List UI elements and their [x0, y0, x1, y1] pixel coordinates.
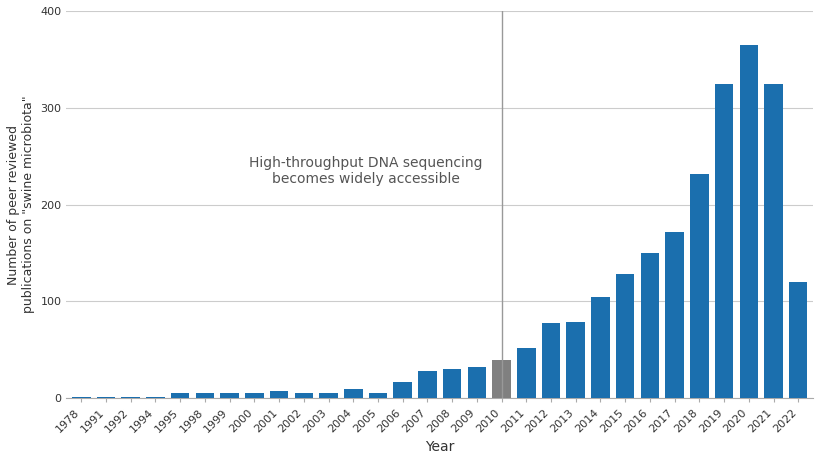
Bar — [393, 382, 411, 398]
Bar — [319, 394, 337, 398]
Bar — [467, 367, 486, 398]
Bar — [517, 348, 535, 398]
Bar — [121, 397, 140, 398]
Bar — [763, 83, 782, 398]
Bar — [442, 369, 461, 398]
Bar — [491, 360, 510, 398]
Bar — [220, 392, 238, 398]
Bar — [640, 253, 658, 398]
Text: High-throughput DNA sequencing
becomes widely accessible: High-throughput DNA sequencing becomes w… — [248, 156, 482, 186]
Bar — [245, 392, 264, 398]
Bar — [788, 282, 807, 398]
Bar — [690, 174, 708, 398]
Bar — [418, 371, 437, 398]
Bar — [714, 83, 732, 398]
Bar — [146, 397, 165, 398]
Bar — [664, 232, 683, 398]
Bar — [269, 390, 288, 398]
Bar — [196, 392, 214, 398]
Bar — [590, 296, 609, 398]
Bar — [369, 394, 387, 398]
Bar — [566, 322, 584, 398]
Bar — [615, 274, 634, 398]
Bar — [97, 397, 115, 398]
Bar — [739, 45, 757, 398]
Bar — [541, 323, 559, 398]
Bar — [343, 389, 362, 398]
Y-axis label: Number of peer reviewed
publications on "swine microbiota": Number of peer reviewed publications on … — [7, 96, 35, 313]
X-axis label: Year: Year — [424, 440, 454, 454]
Bar — [294, 394, 313, 398]
Bar — [72, 397, 90, 398]
Bar — [170, 394, 189, 398]
